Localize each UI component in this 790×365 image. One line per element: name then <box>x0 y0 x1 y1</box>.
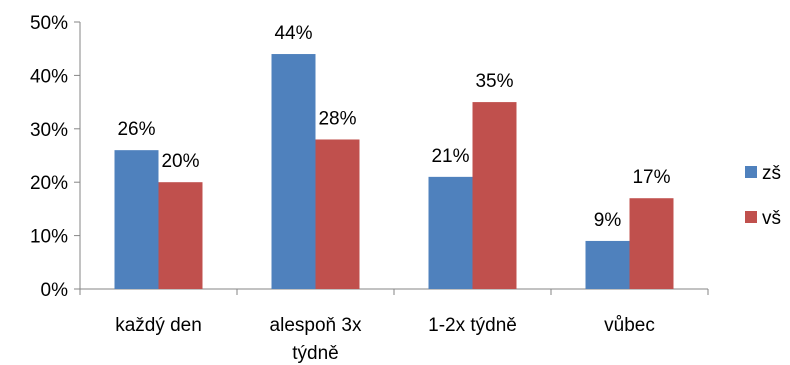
legend-swatch-zš <box>745 166 757 178</box>
category-label: každý den <box>115 315 202 336</box>
legend: zš vš <box>745 163 781 229</box>
bars <box>114 54 674 289</box>
bar-zš-2 <box>428 176 473 289</box>
bar-vš-3 <box>629 198 674 289</box>
data-label-vš-3: 17% <box>632 167 670 188</box>
data-label-vš-0: 20% <box>161 151 199 172</box>
data-label-zš-1: 44% <box>274 23 312 44</box>
bar-zš-3 <box>585 240 630 289</box>
category-labels: každý den alespoň 3x týdně 1-2x týdně vůbec <box>115 315 655 364</box>
category-label: vůbec <box>604 315 655 336</box>
y-tick-label: 0% <box>41 280 69 301</box>
data-label-vš-2: 35% <box>475 71 513 92</box>
legend-label-vš: vš <box>762 208 781 229</box>
bar-vš-1 <box>315 139 360 289</box>
bar-zš-0 <box>114 150 159 289</box>
y-tick-label: 20% <box>30 173 68 194</box>
category-label: 1-2x týdně <box>428 315 517 336</box>
bar-vš-2 <box>472 102 517 289</box>
data-label-zš-3: 9% <box>594 210 622 231</box>
category-label: alespoň 3x <box>270 315 362 336</box>
y-tick-label: 10% <box>30 227 68 248</box>
data-label-zš-0: 26% <box>117 119 155 140</box>
data-labels: 26% 20% 44% 28% 21% 35% 9% 17% <box>117 23 670 231</box>
y-tick-label: 50% <box>30 13 68 34</box>
data-label-vš-1: 28% <box>318 108 356 129</box>
bar-vš-0 <box>158 182 203 289</box>
y-tick-label: 30% <box>30 120 68 141</box>
bar-zš-1 <box>271 54 316 289</box>
legend-label-zš: zš <box>762 163 781 184</box>
category-label: týdně <box>292 343 338 364</box>
data-label-zš-2: 21% <box>431 146 469 167</box>
y-tick-label: 40% <box>30 66 68 87</box>
legend-swatch-vš <box>745 211 757 223</box>
y-axis-ticks: 0% 10% 20% 30% 40% 50% <box>30 13 80 301</box>
